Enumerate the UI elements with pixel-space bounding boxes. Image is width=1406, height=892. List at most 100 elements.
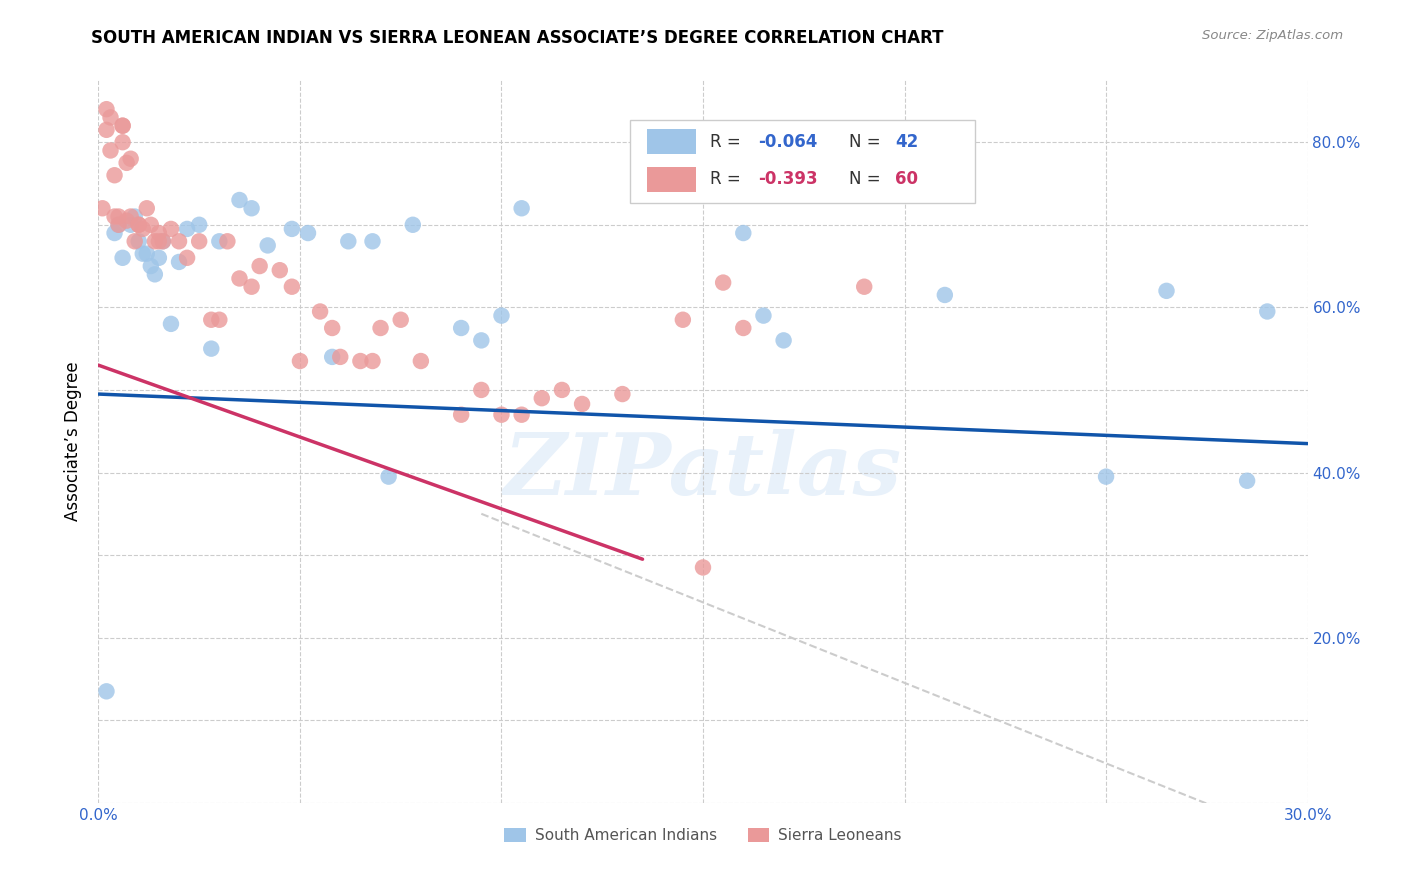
Point bbox=[132, 246, 155, 260]
Point bbox=[208, 312, 231, 326]
Point bbox=[612, 387, 634, 401]
Point bbox=[111, 251, 134, 265]
Point bbox=[107, 218, 129, 232]
Text: ZIPatlas: ZIPatlas bbox=[503, 429, 903, 512]
Point bbox=[132, 222, 155, 236]
Point bbox=[228, 271, 250, 285]
Point bbox=[470, 334, 492, 348]
Point bbox=[510, 201, 533, 215]
Point bbox=[139, 259, 162, 273]
Point bbox=[128, 218, 150, 232]
Point bbox=[361, 354, 384, 368]
Point bbox=[111, 119, 134, 133]
Point bbox=[733, 226, 755, 240]
Text: R =: R = bbox=[710, 170, 747, 188]
Point bbox=[934, 288, 956, 302]
Point bbox=[281, 222, 304, 236]
Point bbox=[510, 408, 533, 422]
Point bbox=[111, 135, 134, 149]
Point bbox=[103, 210, 125, 224]
Point bbox=[143, 235, 166, 249]
Point bbox=[107, 218, 129, 232]
Point bbox=[100, 111, 122, 125]
Point bbox=[200, 312, 222, 326]
Point bbox=[148, 251, 170, 265]
Legend: South American Indians, Sierra Leoneans: South American Indians, Sierra Leoneans bbox=[498, 822, 908, 849]
Point bbox=[450, 408, 472, 422]
Point bbox=[167, 235, 190, 249]
Point bbox=[103, 168, 125, 182]
Text: -0.393: -0.393 bbox=[759, 170, 818, 188]
Point bbox=[711, 276, 734, 290]
Text: 42: 42 bbox=[896, 133, 918, 151]
Point bbox=[733, 321, 755, 335]
Point bbox=[176, 251, 198, 265]
Point bbox=[491, 309, 513, 323]
Point bbox=[139, 218, 162, 232]
Text: 60: 60 bbox=[896, 170, 918, 188]
Text: -0.064: -0.064 bbox=[759, 133, 818, 151]
Point bbox=[402, 218, 425, 232]
Point bbox=[160, 222, 183, 236]
Point bbox=[124, 210, 146, 224]
Point bbox=[370, 321, 392, 335]
Point bbox=[321, 350, 343, 364]
Point bbox=[96, 102, 118, 116]
Point bbox=[361, 235, 384, 249]
Point bbox=[135, 201, 157, 215]
Point bbox=[337, 235, 360, 249]
Point bbox=[389, 312, 412, 326]
Point bbox=[124, 235, 146, 249]
Point bbox=[1095, 469, 1118, 483]
Text: N =: N = bbox=[849, 133, 886, 151]
Point bbox=[256, 238, 278, 252]
Point bbox=[309, 304, 332, 318]
Point bbox=[128, 235, 150, 249]
Text: SOUTH AMERICAN INDIAN VS SIERRA LEONEAN ASSOCIATE’S DEGREE CORRELATION CHART: SOUTH AMERICAN INDIAN VS SIERRA LEONEAN … bbox=[91, 29, 943, 46]
Point bbox=[240, 279, 263, 293]
Point bbox=[208, 235, 231, 249]
Point bbox=[188, 235, 211, 249]
Point bbox=[530, 391, 553, 405]
Point bbox=[128, 218, 150, 232]
Point bbox=[96, 684, 118, 698]
Point bbox=[321, 321, 343, 335]
Bar bbox=[647, 167, 696, 192]
Point bbox=[297, 226, 319, 240]
Point bbox=[672, 312, 695, 326]
Point bbox=[470, 383, 492, 397]
Point bbox=[200, 342, 222, 356]
Point bbox=[176, 222, 198, 236]
Point bbox=[329, 350, 352, 364]
Point bbox=[120, 152, 142, 166]
Point bbox=[228, 193, 250, 207]
Bar bbox=[647, 129, 696, 154]
Text: Source: ZipAtlas.com: Source: ZipAtlas.com bbox=[1202, 29, 1343, 42]
Point bbox=[152, 235, 174, 249]
Point bbox=[148, 226, 170, 240]
Point bbox=[1156, 284, 1178, 298]
Point bbox=[491, 408, 513, 422]
Point bbox=[115, 156, 138, 170]
Point bbox=[1256, 304, 1278, 318]
Y-axis label: Associate’s Degree: Associate’s Degree bbox=[65, 362, 83, 521]
Point bbox=[240, 201, 263, 215]
Point bbox=[115, 213, 138, 227]
Point bbox=[143, 268, 166, 282]
Point bbox=[120, 218, 142, 232]
Point bbox=[571, 397, 593, 411]
Point bbox=[711, 164, 734, 178]
Point bbox=[450, 321, 472, 335]
Text: R =: R = bbox=[710, 133, 747, 151]
Point bbox=[152, 235, 174, 249]
Point bbox=[111, 119, 134, 133]
Point bbox=[107, 210, 129, 224]
Point bbox=[377, 469, 399, 483]
Point bbox=[167, 255, 190, 269]
Point bbox=[217, 235, 239, 249]
Point bbox=[853, 279, 876, 293]
Text: N =: N = bbox=[849, 170, 886, 188]
Point bbox=[91, 201, 114, 215]
Point bbox=[160, 317, 183, 331]
Point bbox=[96, 123, 118, 137]
